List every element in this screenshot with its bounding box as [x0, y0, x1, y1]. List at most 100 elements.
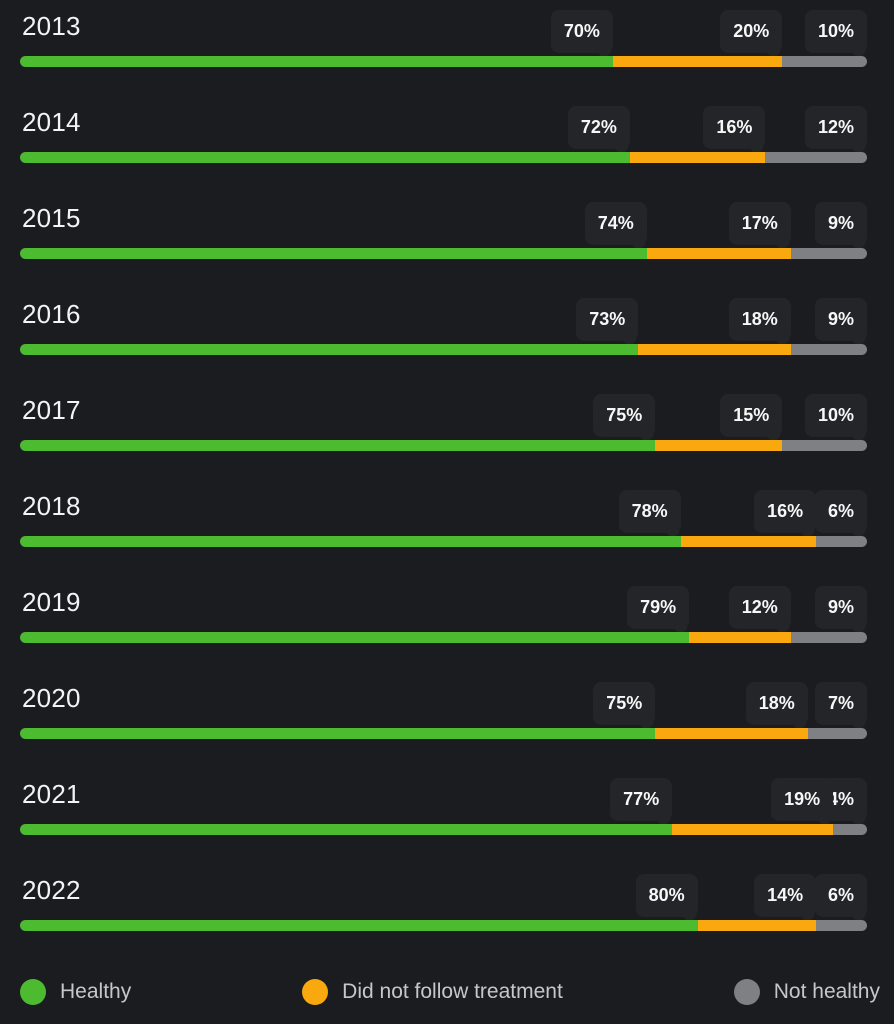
bar-segment-did-not-follow-treatment[interactable]	[680, 536, 817, 547]
bar-segment-not-healthy[interactable]	[807, 728, 867, 739]
bar-segment-healthy[interactable]	[20, 152, 630, 163]
bar-segment-not-healthy[interactable]	[833, 824, 867, 835]
bar-segment-not-healthy[interactable]	[782, 56, 867, 67]
legend: Healthy Did not follow treatment Not hea…	[0, 960, 894, 1024]
value-label: 79%	[627, 586, 690, 629]
bar-segment-did-not-follow-treatment[interactable]	[655, 728, 808, 739]
value-label: 70%	[550, 10, 613, 53]
year-label: 2013	[22, 11, 81, 41]
year-label: 2017	[22, 395, 81, 425]
bar-segment-healthy[interactable]	[20, 248, 647, 259]
value-label: 17%	[728, 202, 791, 245]
legend-item-did-not-follow-treatment[interactable]: Did not follow treatment	[302, 979, 563, 1005]
legend-dot-icon	[733, 979, 760, 1005]
chart-row: 2017 75% 15% 10%	[0, 384, 894, 480]
chart-row: 2021 77% 19% 4%	[0, 768, 894, 864]
stacked-bar	[20, 56, 867, 67]
chart-row: 2013 70% 20% 10%	[0, 0, 894, 96]
bar-segment-did-not-follow-treatment[interactable]	[629, 152, 766, 163]
stacked-bar	[20, 920, 867, 931]
value-label: 15%	[720, 394, 783, 437]
legend-item-not-healthy[interactable]: Not healthy	[733, 979, 880, 1005]
stacked-bar-chart: 2013 70% 20% 10% 2014 72% 16% 12% 2015 74% 17…	[0, 0, 894, 960]
stacked-bar	[20, 344, 867, 355]
bar-segment-healthy[interactable]	[20, 920, 698, 931]
value-label: 18%	[728, 298, 791, 341]
value-label: 75%	[593, 682, 656, 725]
value-label: 12%	[728, 586, 791, 629]
bar-segment-healthy[interactable]	[20, 440, 656, 451]
year-label: 2021	[22, 779, 81, 809]
legend-item-healthy[interactable]: Healthy	[20, 979, 131, 1005]
year-label: 2014	[22, 107, 81, 137]
bar-segment-healthy[interactable]	[20, 56, 613, 67]
stacked-bar	[20, 152, 867, 163]
legend-item-label: Did not follow treatment	[342, 980, 563, 1003]
value-label: 12%	[804, 106, 867, 149]
bar-segment-did-not-follow-treatment[interactable]	[638, 344, 791, 355]
legend-dot-icon	[302, 979, 329, 1005]
bar-segment-did-not-follow-treatment[interactable]	[697, 920, 817, 931]
year-label: 2015	[22, 203, 81, 233]
value-label: 6%	[814, 490, 867, 533]
bar-segment-did-not-follow-treatment[interactable]	[672, 824, 834, 835]
legend-item-label: Not healthy	[773, 980, 880, 1003]
bar-segment-not-healthy[interactable]	[816, 920, 867, 931]
value-label: 72%	[567, 106, 630, 149]
bar-segment-did-not-follow-treatment[interactable]	[646, 248, 791, 259]
chart-row: 2020 75% 18% 7%	[0, 672, 894, 768]
bar-segment-not-healthy[interactable]	[782, 440, 867, 451]
value-label: 10%	[804, 394, 867, 437]
chart-row: 2019 79% 12% 9%	[0, 576, 894, 672]
value-label: 16%	[703, 106, 766, 149]
chart-row: 2018 78% 16% 6%	[0, 480, 894, 576]
bar-segment-not-healthy[interactable]	[816, 536, 867, 547]
bar-segment-not-healthy[interactable]	[790, 344, 867, 355]
value-label: 19%	[771, 778, 834, 821]
value-label: 74%	[584, 202, 647, 245]
year-label: 2020	[22, 683, 81, 713]
value-label: 10%	[804, 10, 867, 53]
year-label: 2018	[22, 491, 81, 521]
chart-row: 2016 73% 18% 9%	[0, 288, 894, 384]
value-label: 73%	[576, 298, 639, 341]
value-label: 16%	[754, 490, 817, 533]
bar-segment-healthy[interactable]	[20, 824, 673, 835]
stacked-bar	[20, 440, 867, 451]
stacked-bar	[20, 632, 867, 643]
bar-segment-healthy[interactable]	[20, 536, 681, 547]
bar-segment-healthy[interactable]	[20, 344, 639, 355]
value-label: 77%	[610, 778, 673, 821]
bar-segment-not-healthy[interactable]	[790, 632, 867, 643]
value-label: 75%	[593, 394, 656, 437]
stacked-bar	[20, 536, 867, 547]
bar-segment-healthy[interactable]	[20, 632, 690, 643]
value-label: 7%	[814, 682, 867, 725]
value-label: 6%	[814, 874, 867, 917]
bar-segment-healthy[interactable]	[20, 728, 656, 739]
bar-segment-not-healthy[interactable]	[765, 152, 867, 163]
stacked-bar	[20, 824, 867, 835]
bar-segment-did-not-follow-treatment[interactable]	[612, 56, 783, 67]
value-label: 9%	[814, 298, 867, 341]
chart-row: 2015 74% 17% 9%	[0, 192, 894, 288]
value-label: 20%	[720, 10, 783, 53]
year-label: 2019	[22, 587, 81, 617]
value-label: 78%	[618, 490, 681, 533]
value-label: 80%	[635, 874, 698, 917]
stacked-bar	[20, 248, 867, 259]
bar-segment-did-not-follow-treatment[interactable]	[689, 632, 791, 643]
value-label: 14%	[754, 874, 817, 917]
chart-row: 2014 72% 16% 12%	[0, 96, 894, 192]
legend-item-label: Healthy	[60, 980, 132, 1003]
bar-segment-did-not-follow-treatment[interactable]	[655, 440, 783, 451]
stacked-bar	[20, 728, 867, 739]
bar-segment-not-healthy[interactable]	[790, 248, 867, 259]
value-label: 9%	[814, 586, 867, 629]
year-label: 2022	[22, 875, 81, 905]
year-label: 2016	[22, 299, 81, 329]
legend-dot-icon	[20, 979, 46, 1005]
value-label: 9%	[814, 202, 867, 245]
chart-row: 2022 80% 14% 6%	[0, 864, 894, 960]
value-label: 18%	[745, 682, 808, 725]
